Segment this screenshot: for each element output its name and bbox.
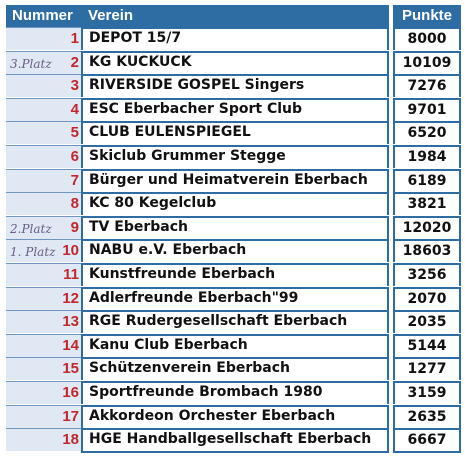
club-name: Sportfreunde Brombach 1980: [81, 381, 389, 404]
table-bottom-border: [81, 451, 389, 453]
points-value: 1984: [393, 145, 461, 168]
number-cell: 18: [6, 428, 81, 452]
row-number: 4: [70, 100, 79, 118]
table-row: 16 Sportfreunde Brombach 1980 3159: [0, 381, 465, 404]
table-bottom-border: [393, 451, 461, 453]
row-number: 7: [70, 171, 79, 189]
club-name: NABU e.V. Eberbach: [81, 239, 389, 263]
points-value: 2070: [393, 286, 461, 310]
row-number: 13: [62, 313, 79, 331]
row-number: 9: [70, 218, 79, 236]
points-value: 3821: [393, 192, 461, 216]
points-value: 8000: [393, 27, 461, 50]
points-value: 3159: [393, 381, 461, 404]
row-number: 8: [70, 195, 79, 213]
points-value: 6667: [393, 428, 461, 452]
number-cell: 8: [6, 192, 81, 216]
header-nummer: Nummer: [6, 5, 81, 27]
row-number: 16: [62, 384, 79, 401]
handwritten-rank-note: 2.Platz: [10, 221, 52, 236]
table-row: 2.Platz 9 TV Eberbach 12020: [0, 215, 465, 239]
row-number: 6: [70, 148, 79, 165]
table-row: 1. Platz 10 NABU e.V. Eberbach 18603: [0, 239, 465, 263]
points-value: 12020: [393, 215, 461, 239]
number-cell: 3: [6, 74, 81, 98]
number-cell: 3.Platz 2: [6, 50, 81, 74]
table-row: 6 Skiclub Grummer Stegge 1984: [0, 145, 465, 168]
number-cell: 5: [6, 121, 81, 145]
club-name: Adlerfreunde Eberbach"99: [81, 286, 389, 310]
row-number: 11: [63, 266, 79, 283]
table-row: 15 Schützenverein Eberbach 1277: [0, 357, 465, 381]
club-name: Schützenverein Eberbach: [81, 357, 389, 381]
table-row: 18 HGE Handballgesellschaft Eberbach 6667: [0, 428, 465, 452]
table-row: 1 DEPOT 15/7 8000: [0, 27, 465, 50]
points-value: 3256: [393, 263, 461, 286]
points-value: 10109: [393, 50, 461, 74]
number-cell: 11: [6, 263, 81, 286]
table-row: 12 Adlerfreunde Eberbach"99 2070: [0, 286, 465, 310]
points-value: 6520: [393, 121, 461, 145]
table-row: 3 RIVERSIDE GOSPEL Singers 7276: [0, 74, 465, 98]
number-cell: 6: [6, 145, 81, 168]
club-name: TV Eberbach: [81, 215, 389, 239]
club-name: KG KUCKUCK: [81, 50, 389, 74]
points-value: 1277: [393, 357, 461, 381]
number-cell: 15: [6, 357, 81, 381]
club-name: Skiclub Grummer Stegge: [81, 145, 389, 168]
header-verein: Verein: [81, 5, 389, 27]
points-value: 18603: [393, 239, 461, 263]
row-number: 18: [62, 431, 79, 449]
handwritten-rank-note: 3.Platz: [10, 56, 52, 71]
row-number: 1: [70, 30, 79, 47]
points-value: 6189: [393, 168, 461, 192]
points-value: 2635: [393, 404, 461, 428]
row-number: 3: [70, 77, 79, 95]
number-cell: 16: [6, 381, 81, 404]
number-cell: 17: [6, 404, 81, 428]
row-number: 15: [62, 360, 79, 378]
table-row: 17 Akkordeon Orchester Eberbach 2635: [0, 404, 465, 428]
row-number: 10: [62, 242, 79, 260]
handwritten-rank-note: 1. Platz: [10, 245, 56, 260]
club-name: DEPOT 15/7: [81, 27, 389, 50]
club-name: RIVERSIDE GOSPEL Singers: [81, 74, 389, 98]
header-punkte: Punkte: [393, 5, 461, 27]
number-cell: 14: [6, 333, 81, 357]
number-cell: 13: [6, 310, 81, 334]
club-name: HGE Handballgesellschaft Eberbach: [81, 428, 389, 452]
club-name: CLUB EULENSPIEGEL: [81, 121, 389, 145]
table-row: 11 Kunstfreunde Eberbach 3256: [0, 263, 465, 286]
table-row: 8 KC 80 Kegelclub 3821: [0, 192, 465, 216]
club-name: Kunstfreunde Eberbach: [81, 263, 389, 286]
number-cell: 1. Platz 10: [6, 239, 81, 263]
table-row: 5 CLUB EULENSPIEGEL 6520: [0, 121, 465, 145]
points-value: 2035: [393, 310, 461, 334]
number-cell: 2.Platz 9: [6, 215, 81, 239]
row-number: 12: [62, 289, 79, 307]
points-value: 9701: [393, 97, 461, 121]
club-name: KC 80 Kegelclub: [81, 192, 389, 216]
club-name: Bürger und Heimatverein Eberbach: [81, 168, 389, 192]
number-cell: 4: [6, 97, 81, 121]
number-cell: 12: [6, 286, 81, 310]
table-row: 14 Kanu Club Eberbach 5144: [0, 333, 465, 357]
club-name: Akkordeon Orchester Eberbach: [81, 404, 389, 428]
table-row: 4 ESC Eberbacher Sport Club 9701: [0, 97, 465, 121]
number-cell: 1: [6, 27, 81, 50]
club-name: RGE Rudergesellschaft Eberbach: [81, 310, 389, 334]
row-number: 2: [70, 53, 79, 71]
table-row: 3.Platz 2 KG KUCKUCK 10109: [0, 50, 465, 74]
points-value: 7276: [393, 74, 461, 98]
table-row: 13 RGE Rudergesellschaft Eberbach 2035: [0, 310, 465, 334]
points-value: 5144: [393, 333, 461, 357]
club-name: ESC Eberbacher Sport Club: [81, 97, 389, 121]
table-row: 7 Bürger und Heimatverein Eberbach 6189: [0, 168, 465, 192]
row-number: 17: [62, 407, 79, 425]
row-number: 5: [70, 124, 79, 142]
row-number: 14: [62, 336, 79, 354]
club-name: Kanu Club Eberbach: [81, 333, 389, 357]
number-cell: 7: [6, 168, 81, 192]
